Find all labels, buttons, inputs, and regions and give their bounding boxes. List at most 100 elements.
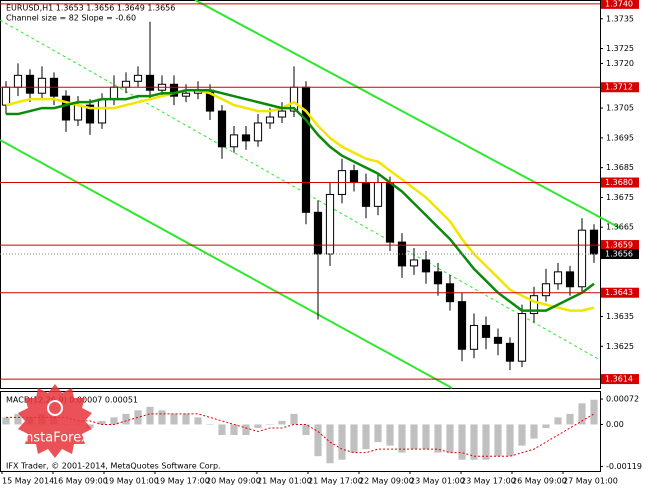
macd-bar	[14, 413, 22, 425]
level-label-box	[601, 0, 639, 9]
candle-body	[349, 170, 359, 184]
level-label-box	[601, 82, 639, 93]
macd-bar	[242, 424, 250, 436]
x-tick-label: 21 May 17:00	[308, 477, 363, 486]
candle-body	[553, 271, 563, 285]
macd-bar	[314, 424, 322, 457]
macd-bar	[362, 424, 370, 450]
y-tick-label: 1.3735	[606, 14, 634, 23]
y-tick-label: 1.3695	[606, 133, 634, 142]
macd-bar	[494, 424, 502, 457]
candle-body	[145, 74, 155, 91]
candle-body	[61, 95, 71, 121]
y-tick-label: 1.3685	[606, 163, 634, 172]
x-tick-label: 16 May 09:00	[53, 477, 108, 486]
macd-bar	[2, 417, 10, 425]
candle-body	[25, 74, 35, 94]
macd-bar	[518, 424, 526, 446]
candle-body	[217, 110, 227, 148]
macd-bar	[410, 424, 418, 450]
macd-bar	[542, 424, 550, 428]
footer: IFX Trader, © 2001-2014, MetaQuotes Soft…	[6, 462, 221, 471]
main-frame	[0, 0, 601, 389]
x-tick-label: 19 May 01:00	[104, 477, 159, 486]
macd-bar	[194, 417, 202, 425]
logo-icon	[47, 400, 63, 416]
logo-text: InstaForex	[21, 431, 89, 446]
macd-bar	[218, 424, 226, 436]
candle-body	[13, 74, 23, 88]
level-label-box	[601, 240, 639, 251]
candle-body	[457, 301, 467, 350]
macd-bar	[530, 424, 538, 439]
candle-body	[385, 182, 395, 243]
candle-body	[1, 86, 11, 106]
candle-body	[241, 134, 251, 142]
level-label: 1.3643	[605, 288, 633, 297]
y-tick-label: 1.3665	[606, 223, 634, 232]
candle-body	[73, 104, 83, 121]
macd-bar	[110, 417, 118, 425]
candle-body	[529, 295, 539, 315]
macd-bar	[458, 424, 466, 460]
candle-body	[517, 313, 527, 362]
level-label: 1.3712	[605, 83, 633, 92]
candle-body	[253, 122, 263, 142]
candle-body	[169, 83, 179, 97]
y-tick-label: 0.00	[606, 420, 624, 429]
x-tick-label: 23 May 17:00	[461, 477, 516, 486]
candle-body	[469, 324, 479, 350]
y-tick-label: 1.3625	[606, 342, 634, 351]
macd-bar	[554, 417, 562, 425]
macd-bar	[386, 424, 394, 446]
x-tick-label: 19 May 17:00	[155, 477, 210, 486]
candle-body	[421, 259, 431, 273]
last-price-label: 1.3656	[605, 250, 633, 259]
macd-bar	[590, 399, 598, 425]
candle-body	[121, 80, 131, 88]
candle-body	[301, 86, 311, 213]
macd-bar	[350, 424, 358, 453]
y-tick-label: 1.3705	[606, 104, 634, 113]
macd-bar	[206, 424, 214, 425]
candle-body	[229, 134, 239, 148]
candle-body	[277, 110, 287, 118]
y-tick-label: 1.3725	[606, 44, 634, 53]
macd-bar	[578, 403, 586, 425]
macd-bar	[98, 420, 106, 425]
macd-bar	[446, 424, 454, 453]
channel-middle	[0, 19, 601, 361]
x-tick-label: 15 May 2014	[2, 477, 54, 486]
macd-bar	[278, 420, 286, 425]
candle-body	[313, 211, 323, 255]
macd-bar	[338, 424, 346, 460]
candle-body	[433, 271, 443, 285]
candle-body	[481, 324, 491, 338]
candle-body	[109, 86, 119, 100]
x-tick-label: 27 May 01:00	[563, 477, 618, 486]
macd-bar	[470, 424, 478, 460]
macd-bar	[170, 413, 178, 425]
macd-bar	[158, 410, 166, 425]
macd-bar	[326, 424, 334, 464]
macd-bar	[230, 424, 238, 436]
moving-average	[6, 88, 595, 312]
macd-bar	[434, 424, 442, 453]
level-label-box	[601, 374, 639, 385]
candle-body	[409, 259, 419, 267]
macd-bar	[566, 413, 574, 425]
x-tick-label: 22 May 09:00	[359, 477, 414, 486]
macd-bar	[182, 413, 190, 425]
y-tick-label: 0.00072	[606, 395, 639, 404]
chart-title: EURUSD,H1 1.3653 1.3656 1.3649 1.3656	[6, 4, 175, 13]
logo: InstaForex	[18, 384, 92, 458]
candle-body	[361, 182, 371, 207]
macd-signal	[6, 413, 595, 457]
y-tick-label: 1.3635	[606, 312, 634, 321]
level-label: 1.3680	[605, 178, 633, 187]
channel-lower	[0, 139, 453, 389]
macd-bar	[398, 424, 406, 453]
y-tick-label: 1.3720	[606, 59, 634, 68]
x-tick-label: 26 May 09:00	[512, 477, 567, 486]
level-label-box	[601, 287, 639, 298]
